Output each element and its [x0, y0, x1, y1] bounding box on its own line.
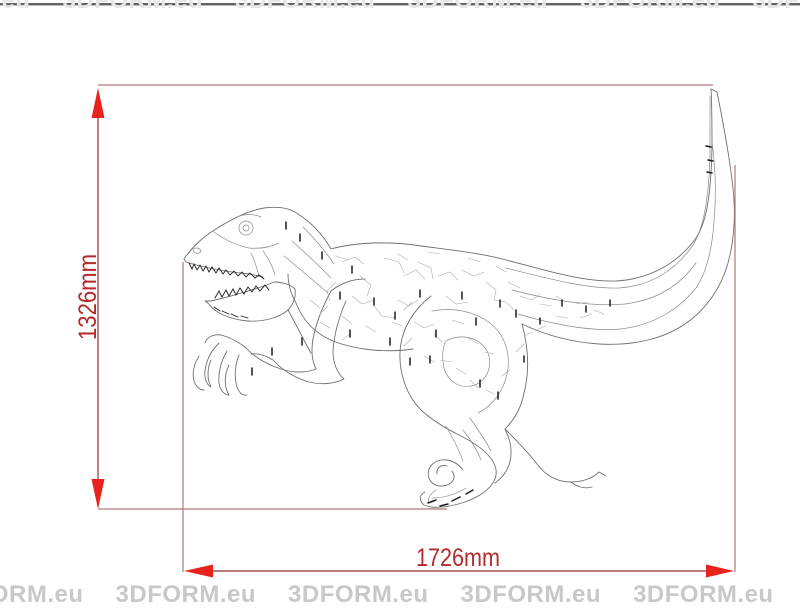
watermark-text: 3DFORM.eu — [580, 0, 721, 14]
watermark-text: 3DFORM.eu — [752, 0, 800, 14]
top-border — [0, 3, 800, 5]
watermark-row-top: 3DFORM.eu 3DFORM.eu 3DFORM.eu 3DFORM.eu 3DFO… — [0, 0, 800, 15]
watermark-text: 3DFORM.eu — [288, 581, 429, 608]
height-dimension: 1326mm — [74, 84, 713, 510]
watermark-text: 3DFORM.eu — [633, 581, 774, 608]
width-dimension: 1726mm — [182, 165, 736, 578]
dimension-arrow-right-icon — [706, 564, 734, 578]
raptor-teeth — [188, 262, 270, 319]
dimension-arrow-down-icon — [91, 479, 105, 509]
watermark-text: 3DFORM.eu — [62, 0, 204, 14]
top-border-shadow — [0, 5, 800, 6]
raptor-outline — [183, 88, 735, 508]
watermark-row-bottom: 3DFORM.eu 3DFORM.eu 3DFORM.eu 3DFORM.eu 3DFO… — [0, 581, 800, 609]
dimension-arrow-up-icon — [91, 88, 105, 118]
watermark-text: 3DFORM.eu — [0, 0, 31, 14]
raptor-dark-ticks — [251, 145, 714, 507]
raptor-mesh-facets — [309, 251, 605, 395]
watermark-text: 3DFORM.eu — [0, 581, 84, 608]
raptor-wireframe — [183, 88, 735, 508]
watermark-text: 3DFORM.eu — [407, 0, 549, 14]
watermark-text: 3DFORM.eu — [115, 581, 257, 608]
dimension-arrow-left-icon — [184, 564, 213, 578]
raptor-head-details — [192, 214, 335, 294]
raptor-body-curves — [428, 95, 716, 504]
watermark-text: 3DFORM.eu — [460, 581, 602, 608]
width-dimension-label: 1726mm — [416, 544, 500, 572]
height-dimension-label: 1326mm — [74, 254, 102, 340]
watermark-text: 3DFORM.eu — [235, 0, 376, 14]
raptor-arms — [192, 278, 366, 396]
